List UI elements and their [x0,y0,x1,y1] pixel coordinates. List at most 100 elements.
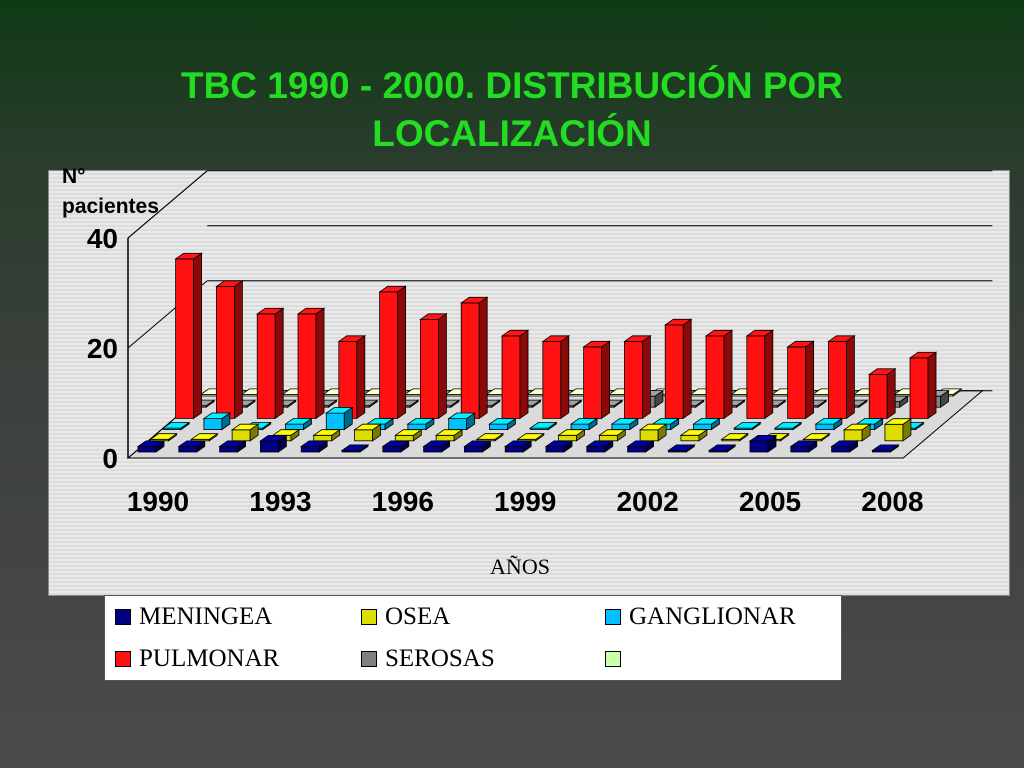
bar-osea-1995 [353,423,382,442]
bar-ganglionar-1998 [488,417,517,431]
bar-osea-1998 [475,432,505,442]
legend-label: MENINGEA [139,603,273,630]
bar-meningea-1993 [259,434,288,453]
legend-item-unnamed [605,644,629,674]
bar-pulmonar-1992 [255,307,285,420]
bar-pulmonar-1991 [215,280,244,420]
chart-labels: 0 20 40 1990 1993 1996 1999 2002 2005 2008 AÑOS [87,223,924,579]
x-tick-label: 2005 [739,486,801,517]
y-axis-top-edge [127,170,208,239]
y-axis-label-line-1: N° [62,165,86,188]
legend-swatch [361,609,377,625]
legend-swatch [115,651,131,667]
chart-legend: MENINGEA OSEA GANGLIONAR PULMONAR SEROSA… [104,595,842,681]
bar-osea-2007 [842,423,872,442]
bar-meningea-2006 [789,440,819,453]
legend-item-pulmonar: PULMONAR [115,644,279,674]
bar-pulmonar-2006 [827,335,856,420]
bar-osea-2004 [720,432,750,442]
bar-ganglionar-1990 [161,421,191,431]
bar-osea-2001 [598,428,627,442]
bar-ganglionar-2001 [610,417,640,431]
bar-ganglionar-1997 [447,412,476,431]
x-tick-label: 1993 [249,486,311,517]
x-axis-label: AÑOS [490,554,550,579]
bar-osea-1999 [516,432,546,442]
bar-pulmonar-1997 [459,296,489,420]
page-title: TBC 1990 - 2000. DISTRIBUCIÓN POR LOCALI… [0,62,1024,158]
bar-osea-2008 [883,417,913,442]
bar-pulmonar-1993 [296,307,326,420]
title-line-2: LOCALIZACIÓN [372,113,652,154]
legend-item-serosas: SEROSAS [361,644,495,674]
bar-osea-1991 [190,432,219,442]
legend-swatch [361,651,377,667]
bar-meningea-1996 [381,440,411,453]
bar-pulmonar-1996 [419,313,448,420]
bar-meningea-2007 [830,440,859,453]
bar-meningea-2002 [626,440,655,453]
y-tick-label: 20 [87,333,118,364]
legend-label: OSEA [385,603,451,630]
y-axis-label-line-2: pacientes [62,195,159,218]
bar-meningea-2005 [748,434,778,453]
bar-meningea-2008 [871,444,900,453]
bar-pulmonar-2000 [582,340,611,420]
title-line-1: TBC 1990 - 2000. DISTRIBUCIÓN POR [180,65,844,106]
bar-meningea-1997 [422,440,451,453]
legend-swatch [605,651,621,667]
y-tick-label: 0 [102,443,118,474]
legend-swatch [115,609,131,625]
bar-ganglionar-2004 [733,421,762,431]
bar-meningea-1994 [299,440,329,453]
bar-pulmonar-2005 [786,340,815,420]
bar-pulmonar-2003 [704,329,734,420]
bar-ganglionar-2005 [773,421,803,431]
y-axis-label: N° pacientes [62,162,159,222]
bar-meningea-2001 [585,440,615,453]
bar-meningea-2004 [707,444,737,453]
chart-bars [136,252,963,453]
bar-osea-2006 [802,432,831,442]
bar-ganglionar-1991 [202,412,232,431]
legend-swatch [605,609,621,625]
legend-label: GANGLIONAR [629,603,796,630]
bar-ganglionar-1993 [284,417,313,431]
bar-pulmonar-1998 [500,329,530,420]
bar-osea-1992 [230,423,260,442]
bar-meningea-2003 [667,444,696,453]
bar-pulmonar-2002 [663,318,693,420]
bar-ganglionar-1999 [529,421,558,431]
bar-meningea-1992 [218,440,247,453]
bar-pulmonar-2008 [908,351,938,420]
x-tick-label: 2008 [861,486,923,517]
bar-osea-2000 [557,428,586,442]
bar-pulmonar-2007 [867,368,897,420]
x-tick-label: 2002 [616,486,678,517]
bar-osea-2003 [679,428,709,442]
x-tick-label: 1996 [372,486,434,517]
legend-item-osea: OSEA [361,602,450,632]
bar-osea-1996 [394,428,423,442]
bar-ganglionar-2006 [814,417,844,431]
bar-ganglionar-2000 [569,417,599,431]
legend-item-meningea: MENINGEA [115,602,272,632]
x-tick-label: 1999 [494,486,556,517]
bar-osea-2002 [638,423,668,442]
legend-label: PULMONAR [139,645,280,672]
legend-item-ganglionar: GANGLIONAR [605,602,796,632]
bar-meningea-2000 [544,440,574,453]
bar-meningea-1995 [340,444,370,453]
legend-label: SEROSAS [385,645,495,672]
bar-pulmonar-1995 [378,285,407,420]
bar-pulmonar-2001 [623,335,652,420]
x-tick-label: 1990 [127,486,189,517]
bar-osea-1990 [149,432,178,442]
bar-meningea-1991 [177,440,207,453]
bar-meningea-1998 [463,440,492,453]
bar-pulmonar-1994 [337,335,367,420]
bar-meningea-1999 [503,440,533,453]
bar-pulmonar-1990 [174,252,203,420]
bar-meningea-1990 [136,440,166,453]
